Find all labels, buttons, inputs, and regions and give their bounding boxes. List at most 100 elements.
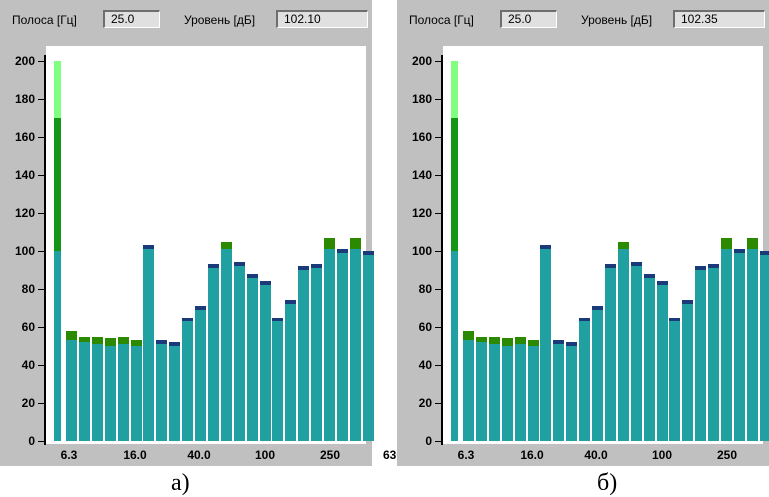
y-tick-label: 20 <box>418 396 432 410</box>
x-tick-label: 100 <box>254 448 276 462</box>
spectrum-bar <box>233 266 245 441</box>
peak-marker <box>66 330 77 341</box>
y-tick-mark <box>435 289 441 290</box>
y-tick-mark <box>38 213 44 214</box>
y-tick-label: 20 <box>21 396 35 410</box>
spectrum-bar <box>259 285 271 441</box>
y-axis-line <box>441 55 443 445</box>
x-tick-label: 100 <box>651 448 673 462</box>
peak-marker <box>553 340 565 345</box>
y-tick-mark <box>435 365 441 366</box>
peak-marker <box>695 266 707 270</box>
level-field[interactable]: 102.35 <box>673 10 765 28</box>
y-tick-label: 80 <box>21 282 35 296</box>
spectrum-bar <box>592 309 603 441</box>
spectrum-bar <box>501 346 513 441</box>
y-tick-label: 180 <box>411 92 432 106</box>
peak-marker <box>682 300 694 305</box>
x-tick-label: 250 <box>319 448 341 462</box>
band-field[interactable]: 25.0 <box>500 10 557 28</box>
toolbar: Полоса [Гц] 25.0 Уровень [дБ] 102.35 <box>397 0 769 40</box>
spectrum-bar <box>488 344 500 441</box>
spectrum-bar <box>669 321 681 441</box>
spectrum-bar <box>169 346 181 441</box>
level-indicator-mid <box>451 118 458 251</box>
peak-marker <box>78 336 90 343</box>
peak-marker <box>721 237 732 250</box>
y-tick-mark <box>435 327 441 328</box>
spectrum-bar <box>362 254 374 441</box>
level-indicator-top <box>54 61 61 118</box>
spectrum-bar <box>298 270 310 441</box>
peak-marker <box>117 336 129 345</box>
peak-marker <box>130 340 142 346</box>
peak-marker <box>488 336 500 345</box>
peak-marker <box>527 340 539 346</box>
spectrum-bar <box>117 344 129 441</box>
y-tick-label: 200 <box>14 54 35 68</box>
y-tick-label: 40 <box>21 358 35 372</box>
x-tick-label: 16.0 <box>520 448 544 462</box>
spectrum-bar <box>759 254 769 441</box>
level-indicator-base <box>54 251 61 441</box>
spectrum-bar <box>579 321 591 441</box>
peak-marker <box>514 336 526 345</box>
peak-marker <box>104 338 116 346</box>
spectrum-bar <box>643 277 655 441</box>
level-field[interactable]: 102.10 <box>276 10 368 28</box>
y-tick-mark <box>38 403 44 404</box>
band-field[interactable]: 25.0 <box>103 10 160 28</box>
x-tick-label: 16.0 <box>123 448 147 462</box>
level-label: Уровень [дБ] <box>581 13 653 27</box>
spectrum-bar <box>272 321 284 441</box>
y-tick-label: 0 <box>28 434 35 448</box>
y-tick-mark <box>38 289 44 290</box>
y-tick-label: 140 <box>411 168 432 182</box>
caption-a: а) <box>171 470 190 496</box>
spectrum-bar <box>708 268 720 441</box>
y-axis-line <box>44 55 46 445</box>
y-tick-label: 160 <box>411 130 432 144</box>
y-tick-mark <box>435 251 441 252</box>
peak-marker <box>475 336 487 343</box>
y-tick-label: 100 <box>411 244 432 258</box>
peak-marker <box>336 249 348 253</box>
spectrum-bar <box>527 346 539 441</box>
peak-marker <box>349 237 361 250</box>
peak-marker <box>220 241 232 250</box>
spectrum-bar <box>182 321 194 441</box>
y-tick-mark <box>38 175 44 176</box>
band-label: Полоса [Гц] <box>12 13 77 27</box>
y-tick-label: 40 <box>418 358 432 372</box>
y-tick-mark <box>435 175 441 176</box>
peak-marker <box>501 338 513 346</box>
spectrum-panel-b: Полоса [Гц] 25.0 Уровень [дБ] 102.35 0 20 40 60… <box>397 0 769 466</box>
y-tick-label: 120 <box>411 206 432 220</box>
level-indicator-base <box>451 251 458 441</box>
spectrum-bar <box>682 304 694 441</box>
peak-marker <box>324 237 335 250</box>
level-indicator-top <box>451 61 458 118</box>
peak-marker <box>143 245 155 250</box>
peak-marker <box>259 281 271 286</box>
spectrum-panel-a: Полоса [Гц] 25.0 Уровень [дБ] 102.10 0 20 40 60… <box>0 0 403 466</box>
y-tick-mark <box>435 441 441 442</box>
spectrum-bar <box>207 268 219 441</box>
spectrum-bar <box>540 249 552 441</box>
spectrum-bar <box>91 344 103 441</box>
peak-marker <box>759 251 769 255</box>
band-label: Полоса [Гц] <box>409 13 474 27</box>
spectrum-bar <box>514 344 526 441</box>
peak-marker <box>169 342 181 346</box>
peak-marker <box>592 306 603 310</box>
y-tick-mark <box>38 99 44 100</box>
peak-marker <box>362 251 374 255</box>
spectrum-bar <box>475 342 487 441</box>
peak-marker <box>733 249 745 253</box>
y-tick-label: 160 <box>14 130 35 144</box>
spectrum-bar <box>656 285 668 441</box>
caption-b: б) <box>597 470 618 496</box>
peak-marker <box>233 262 245 267</box>
y-tick-mark <box>38 327 44 328</box>
spectrum-bar <box>733 252 745 441</box>
